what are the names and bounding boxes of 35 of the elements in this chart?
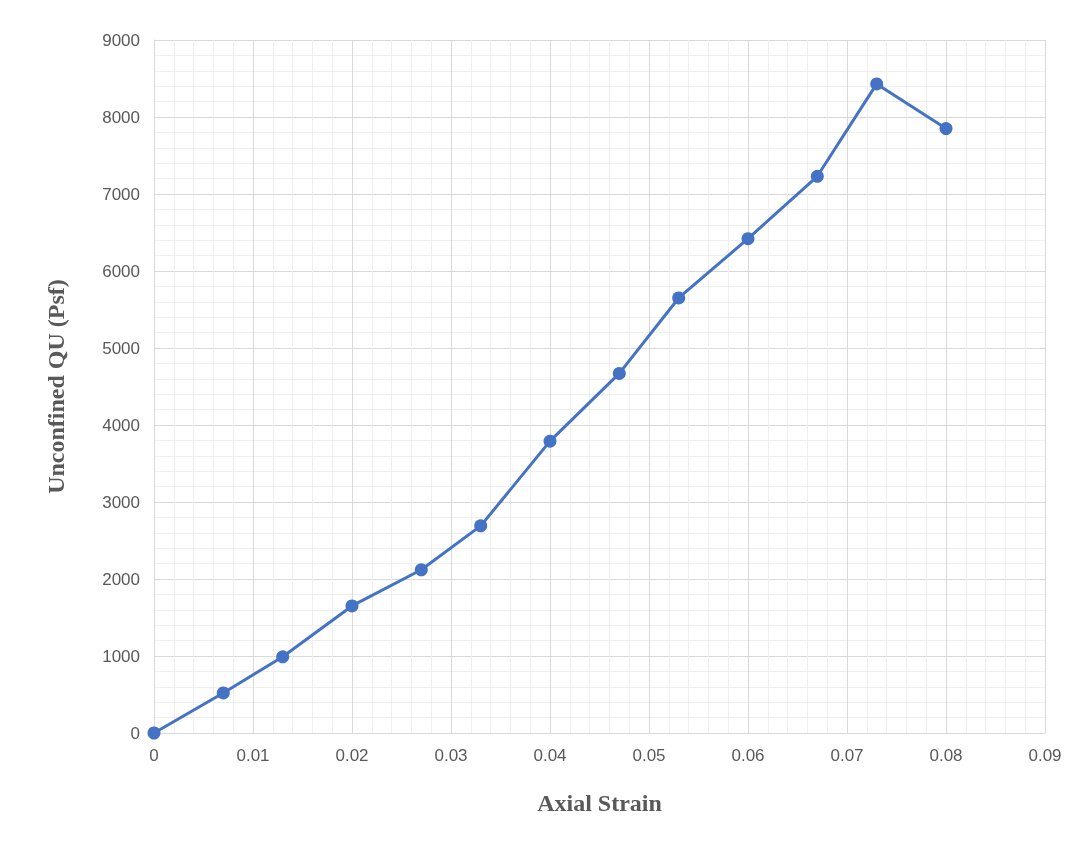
x-tick-label: 0.06 xyxy=(731,746,765,765)
y-tick-label: 3000 xyxy=(102,492,140,512)
y-tick-label: 2000 xyxy=(102,569,140,589)
y-tick-label: 8000 xyxy=(102,107,140,127)
x-tick-label: 0.07 xyxy=(830,746,864,765)
y-tick-label: 4000 xyxy=(102,415,140,435)
point xyxy=(939,122,953,136)
point xyxy=(870,77,884,91)
x-tick-label: 0.01 xyxy=(236,746,270,765)
point xyxy=(474,519,488,533)
point xyxy=(276,650,290,664)
point xyxy=(414,563,428,577)
point xyxy=(216,686,230,700)
x-axis-title: Axial Strain xyxy=(537,790,662,816)
x-tick-label: 0.05 xyxy=(632,746,666,765)
y-axis-title: Unconfined QU (Psf) xyxy=(43,279,69,494)
x-tick-label: 0 xyxy=(149,746,159,765)
y-tick-label: 7000 xyxy=(102,184,140,204)
point xyxy=(741,232,755,246)
point xyxy=(543,434,557,448)
point xyxy=(672,291,686,305)
x-tick-label: 0.04 xyxy=(533,746,567,765)
point xyxy=(345,599,359,613)
y-tick-label: 6000 xyxy=(102,261,140,281)
x-tick-label: 0.03 xyxy=(434,746,468,765)
x-tick-label: 0.08 xyxy=(929,746,963,765)
point xyxy=(147,726,161,740)
x-tick-label: 0.09 xyxy=(1028,746,1062,765)
y-tick-label: 5000 xyxy=(102,338,140,358)
x-tick-label: 0.02 xyxy=(335,746,369,765)
point xyxy=(810,169,824,183)
y-tick-label: 0 xyxy=(130,723,140,743)
y-tick-label: 1000 xyxy=(102,646,140,666)
point xyxy=(612,366,626,380)
y-tick-label: 9000 xyxy=(102,30,140,50)
